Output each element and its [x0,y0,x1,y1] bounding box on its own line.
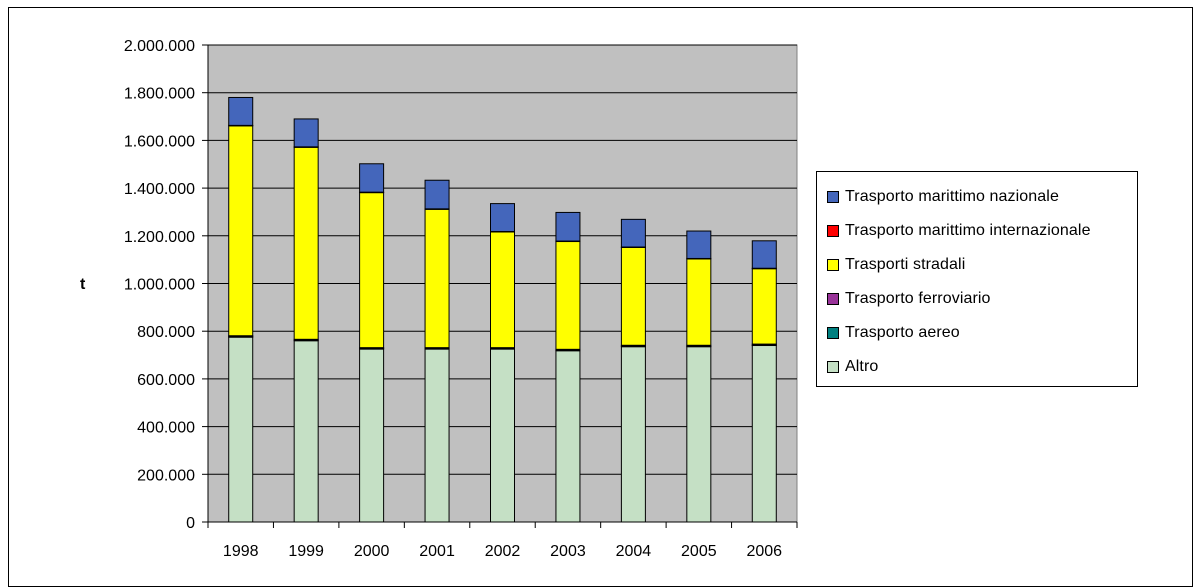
y-tick-label: 800.000 [137,324,195,341]
y-tick-label: 400.000 [137,420,195,437]
bar-segment [621,219,645,247]
bar-segment [491,204,515,232]
bar-segment [556,212,580,241]
y-tick-label: 1.200.000 [124,229,195,246]
bar-segment [687,347,711,522]
legend-item: Trasporto aereo [827,316,1137,350]
bar-segment [687,231,711,258]
bar-segment [360,193,384,348]
legend: Trasporto marittimo nazionale Trasporto … [816,171,1138,387]
y-tick-label: 200.000 [137,467,195,484]
bar-segment [229,126,253,336]
x-tick-label: 2006 [746,543,782,560]
bar-segment [229,97,253,125]
x-tick-label: 2001 [419,543,455,560]
y-tick-label: 0 [186,515,195,532]
legend-label: Trasporto aereo [845,324,960,342]
bar-segment [752,346,776,522]
y-tick-label: 1.800.000 [124,86,195,103]
legend-label: Trasporto ferroviario [845,290,991,308]
legend-swatch [827,225,839,237]
x-tick-label: 1999 [288,543,324,560]
bar-segment [491,349,515,522]
legend-swatch [827,361,839,373]
legend-item: Trasporto ferroviario [827,282,1137,316]
x-tick-label: 2002 [485,543,521,560]
bar-segment [294,119,318,147]
legend-swatch [827,327,839,339]
y-axis-label: t [80,276,85,294]
legend-label: Trasporti stradali [845,256,965,274]
bar-segment [752,269,776,344]
bar-segment [360,349,384,522]
bar-segment [621,347,645,522]
legend-swatch [827,259,839,271]
y-tick-label: 1.600.000 [124,133,195,150]
y-tick-label: 1.000.000 [124,277,195,294]
y-tick-label: 600.000 [137,372,195,389]
bar-segment [556,351,580,522]
legend-item: Trasporto marittimo nazionale [827,180,1137,214]
legend-label: Trasporto marittimo nazionale [845,188,1059,206]
bar-segment [425,209,449,347]
bar-segment [294,147,318,339]
bar-segment [621,247,645,345]
bar-segment [687,259,711,345]
y-tick-label: 2.000.000 [124,38,195,55]
bar-segment [229,337,253,522]
x-tick-label: 2004 [616,543,652,560]
legend-item: Trasporto marittimo internazionale [827,214,1137,248]
legend-label: Trasporto marittimo internazionale [845,222,1091,240]
bar-segment [491,232,515,348]
legend-swatch [827,293,839,305]
bar-segment [294,341,318,522]
bar-segment [752,241,776,268]
legend-swatch [827,191,839,203]
legend-item: Altro [827,350,1137,384]
y-tick-label: 1.400.000 [124,181,195,198]
x-tick-label: 1998 [223,543,259,560]
x-tick-label: 2005 [681,543,717,560]
x-tick-label: 2003 [550,543,586,560]
x-tick-label: 2000 [354,543,390,560]
bar-segment [360,164,384,192]
bar-segment [556,242,580,350]
bar-segment [425,180,449,209]
legend-label: Altro [845,358,878,376]
legend-item: Trasporti stradali [827,248,1137,282]
bar-segment [425,349,449,522]
